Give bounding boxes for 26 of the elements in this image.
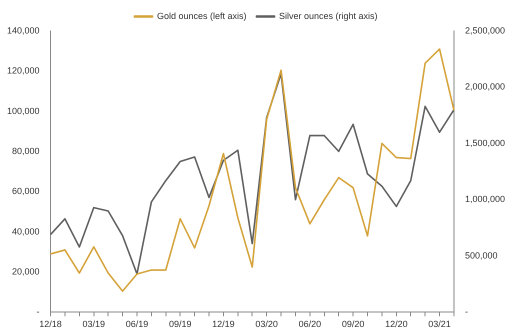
x-tick-label: 06/20 xyxy=(298,319,322,330)
y-tick-label: 60,000 xyxy=(12,186,40,196)
y-tick-label: - xyxy=(36,306,40,317)
legend-label: Silver ounces (right axis) xyxy=(279,10,378,21)
y2-tick-label: 2,000,000 xyxy=(464,82,506,92)
y2-tick-label: 2,500,000 xyxy=(464,25,506,36)
y-tick-label: 100,000 xyxy=(6,106,40,116)
y-tick-label: 120,000 xyxy=(6,66,40,76)
y2-tick-label: 1,500,000 xyxy=(464,138,506,148)
y-tick-label: 40,000 xyxy=(12,226,40,236)
y2-tick-label: - xyxy=(464,306,468,317)
x-tick-label: 03/21 xyxy=(428,319,451,330)
y2-tick-label: 1,000,000 xyxy=(464,194,506,204)
x-tick-label: 12/19 xyxy=(212,319,235,330)
y-tick-label: 20,000 xyxy=(12,266,40,277)
x-tick-label: 09/19 xyxy=(168,319,192,330)
x-tick-label: 09/20 xyxy=(342,319,364,330)
y-tick-label: 80,000 xyxy=(12,146,40,156)
y2-tick-label: 500,000 xyxy=(464,250,498,260)
x-tick-label: 06/19 xyxy=(126,319,148,330)
y-tick-label: 140,000 xyxy=(6,25,40,36)
x-tick-label: 12/18 xyxy=(39,319,62,330)
legend-label: Gold ounces (left axis) xyxy=(156,10,247,21)
x-tick-label: 12/20 xyxy=(385,319,408,330)
x-tick-label: 03/19 xyxy=(82,319,106,330)
x-tick-label: 03/20 xyxy=(255,319,278,330)
